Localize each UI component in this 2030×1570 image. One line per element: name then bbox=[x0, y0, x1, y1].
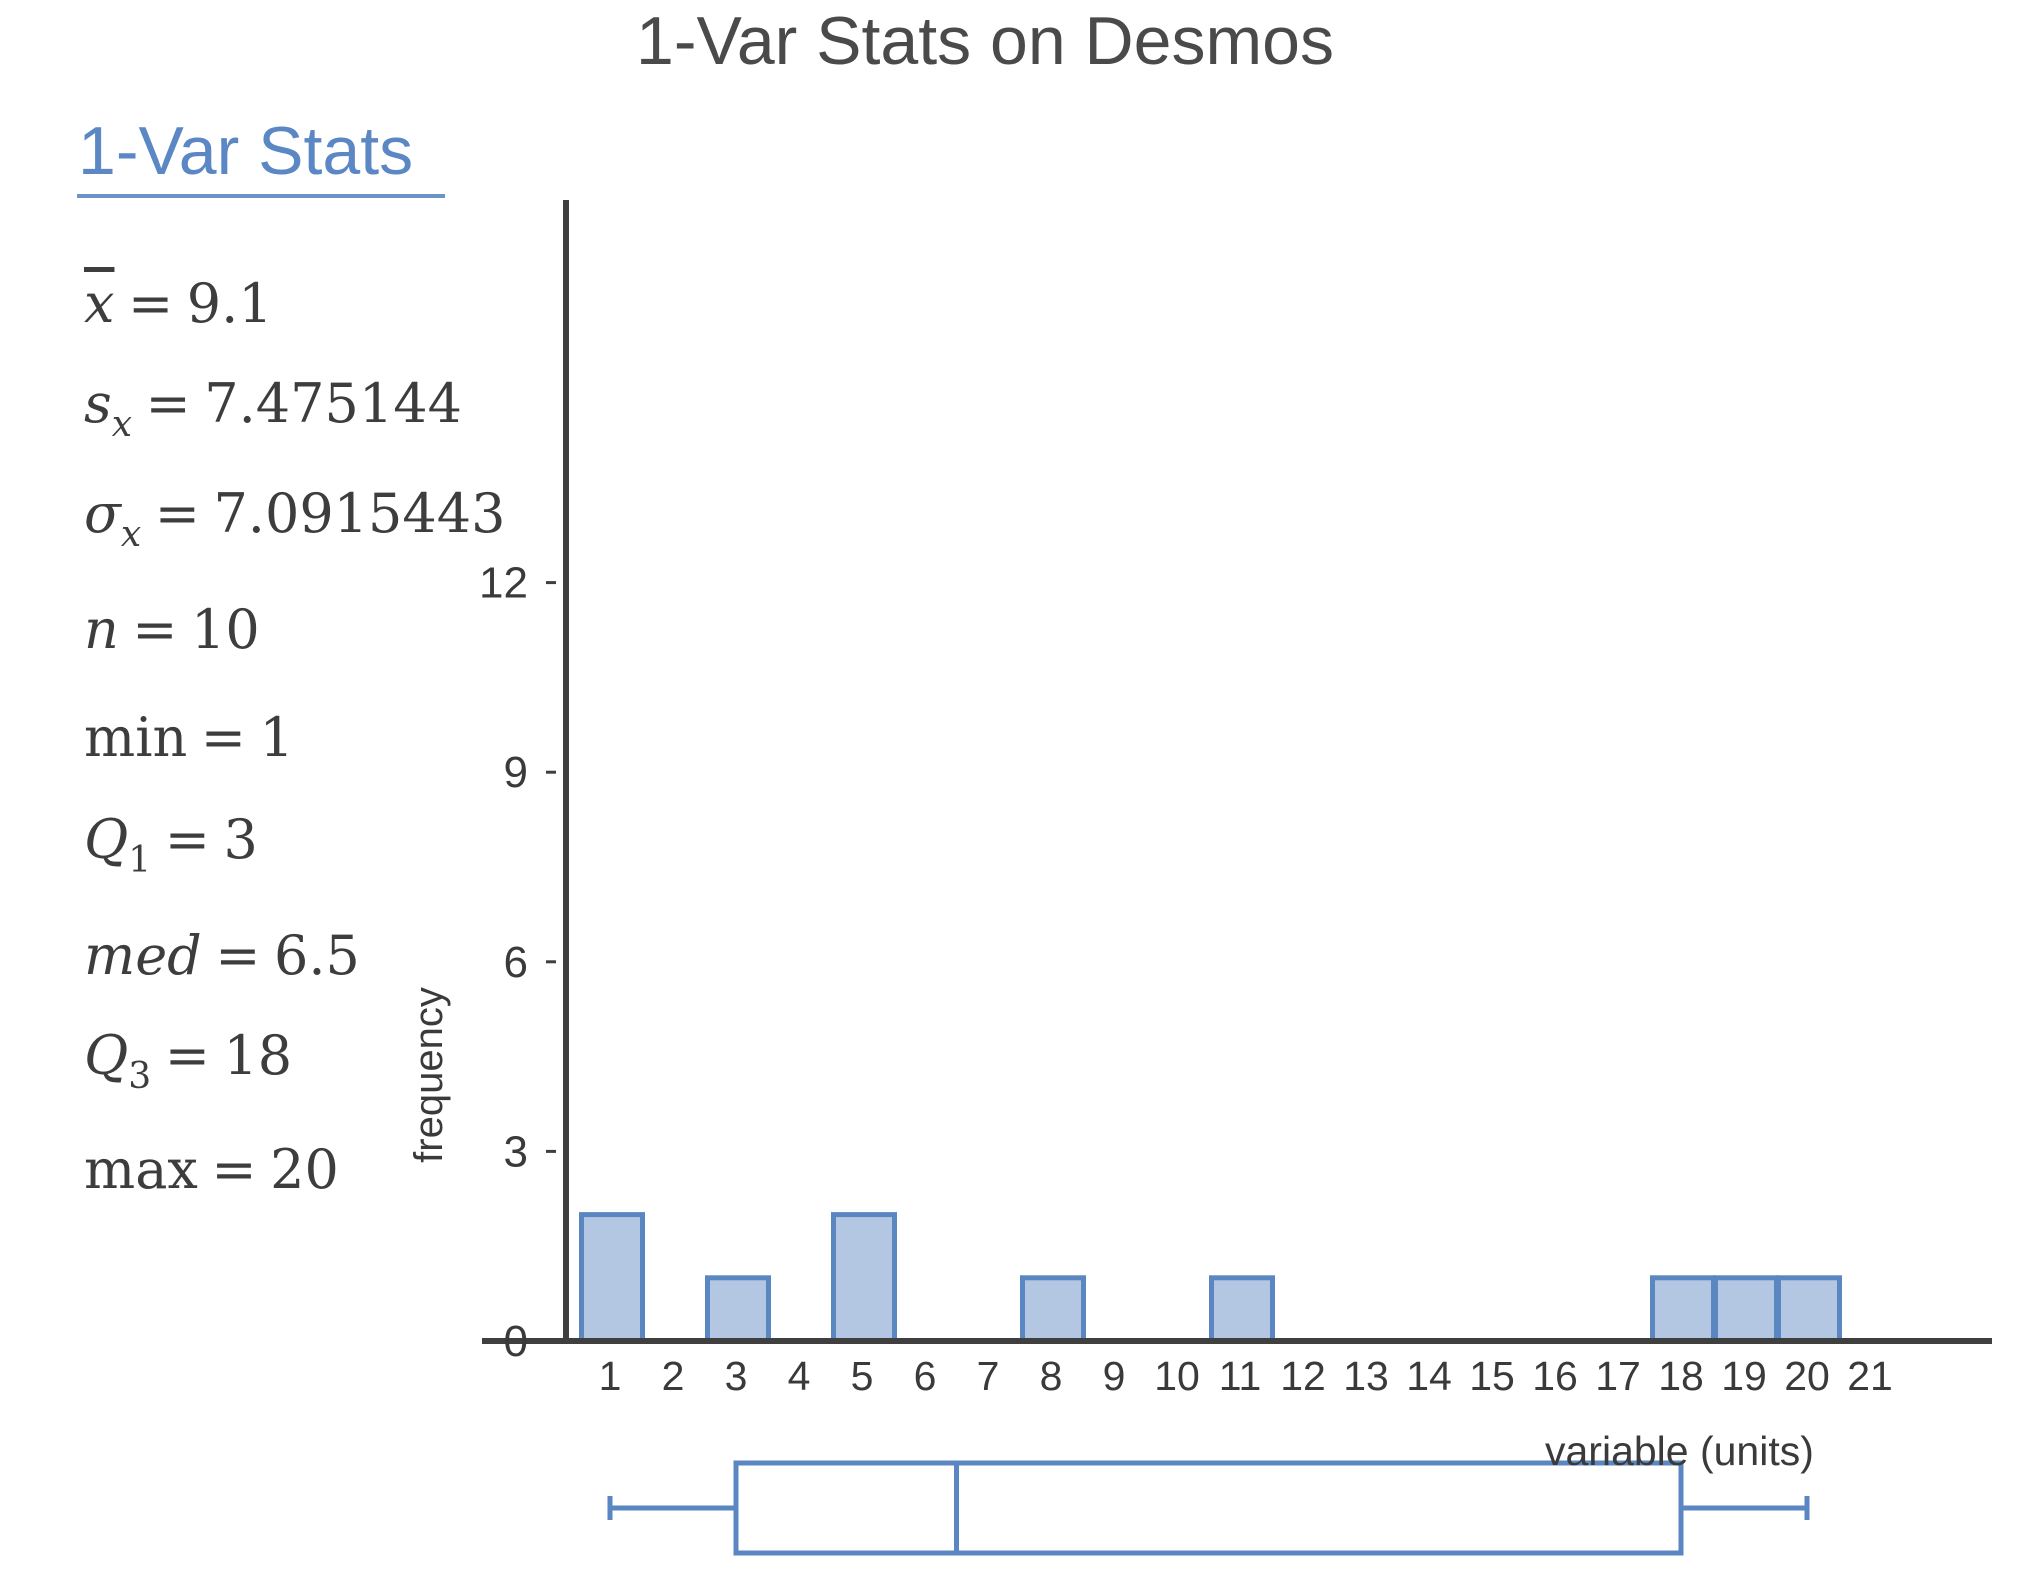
histogram-bar-11 bbox=[1209, 1275, 1275, 1344]
x-tick-label-17: 17 bbox=[1595, 1353, 1641, 1399]
x-tick-label-19: 19 bbox=[1721, 1353, 1767, 1399]
stat-sigma-subscript: x bbox=[120, 514, 142, 555]
y-tick-label-3: 3 bbox=[504, 1127, 528, 1176]
stat-max-symbol: max bbox=[84, 1138, 198, 1201]
x-tick-label-20: 20 bbox=[1784, 1353, 1830, 1399]
x-tick-label-16: 16 bbox=[1532, 1353, 1578, 1399]
stat-mean-value: 9.1 bbox=[186, 272, 273, 335]
histogram-bar-5 bbox=[831, 1212, 897, 1344]
x-tick-label-13: 13 bbox=[1343, 1353, 1389, 1399]
stat-q3-subscript: 3 bbox=[128, 1056, 152, 1097]
stat-sx-value: 7.475144 bbox=[204, 372, 462, 435]
x-tick-label-10: 10 bbox=[1154, 1353, 1200, 1399]
stat-sx-subscript: x bbox=[111, 404, 133, 445]
chart-axes bbox=[482, 200, 1992, 1344]
y-tick-labels: 0 3 6 9 12 bbox=[479, 559, 556, 1366]
x-tick-label-9: 9 bbox=[1103, 1353, 1126, 1399]
stat-median-symbol: med bbox=[84, 924, 202, 987]
histogram-bar-20 bbox=[1776, 1275, 1842, 1344]
stat-mean-symbol: x bbox=[84, 272, 115, 335]
stat-min: min = 1 bbox=[84, 706, 294, 769]
x-tick-label-1: 1 bbox=[599, 1353, 622, 1399]
stat-q1-symbol: Q bbox=[84, 808, 129, 871]
stat-max-value: 20 bbox=[270, 1138, 339, 1201]
stat-max: max = 20 bbox=[84, 1138, 339, 1201]
stat-median-value: 6.5 bbox=[273, 924, 360, 987]
x-tick-label-21: 21 bbox=[1847, 1353, 1893, 1399]
box-plot-box bbox=[733, 1460, 1684, 1556]
stat-sx-symbol: s bbox=[84, 372, 112, 435]
stat-q3: Q3 = 18 bbox=[84, 1024, 293, 1097]
x-tick-label-8: 8 bbox=[1040, 1353, 1063, 1399]
stat-q3-symbol: Q bbox=[84, 1024, 129, 1087]
x-tick-label-4: 4 bbox=[788, 1353, 811, 1399]
stat-min-value: 1 bbox=[259, 706, 294, 769]
stat-q3-value: 18 bbox=[223, 1024, 293, 1087]
x-tick-label-3: 3 bbox=[725, 1353, 748, 1399]
histogram-bar-19 bbox=[1713, 1275, 1779, 1344]
y-tick-label-0: 0 bbox=[504, 1317, 528, 1366]
x-tick-label-11: 11 bbox=[1219, 1353, 1262, 1399]
histogram-bar-18 bbox=[1650, 1275, 1716, 1344]
stat-median: med = 6.5 bbox=[84, 924, 360, 987]
stat-n: n = 10 bbox=[84, 598, 260, 661]
stat-q1-value: 3 bbox=[223, 808, 258, 871]
page-title: 1-Var Stats on Desmos bbox=[636, 3, 1334, 79]
x-tick-labels: 1 2 3 4 5 6 7 8 9 10 11 12 13 14 15 16 17 18 19 20 21 bbox=[599, 1353, 1893, 1399]
histogram-bar-3 bbox=[705, 1275, 771, 1344]
stat-mean: x = 9.1 bbox=[84, 272, 273, 335]
histogram-bar-8 bbox=[1020, 1275, 1086, 1344]
x-tick-label-6: 6 bbox=[914, 1353, 937, 1399]
x-tick-label-12: 12 bbox=[1280, 1353, 1326, 1399]
y-tick-label-6: 6 bbox=[504, 938, 528, 987]
histogram-bars bbox=[579, 1212, 1842, 1344]
x-tick-label-7: 7 bbox=[977, 1353, 1000, 1399]
y-tick-label-12: 12 bbox=[479, 559, 528, 608]
x-tick-label-2: 2 bbox=[662, 1353, 685, 1399]
x-tick-label-18: 18 bbox=[1658, 1353, 1704, 1399]
stat-sigma-symbol: σ bbox=[84, 482, 121, 545]
histogram-bar-1 bbox=[579, 1212, 645, 1344]
stats-panel-heading: 1-Var Stats bbox=[78, 113, 414, 189]
box-plot bbox=[607, 1460, 1810, 1556]
stat-n-value: 10 bbox=[191, 598, 260, 661]
stat-sigma: σx = 7.0915443 bbox=[84, 482, 506, 555]
stat-n-symbol: n bbox=[84, 598, 119, 661]
x-tick-label-15: 15 bbox=[1469, 1353, 1515, 1399]
stat-sx: sx = 7.475144 bbox=[84, 372, 462, 445]
stat-q1-subscript: 1 bbox=[128, 840, 152, 881]
stat-min-symbol: min bbox=[84, 706, 188, 769]
y-axis-label: frequency bbox=[407, 987, 451, 1163]
heading-underline bbox=[77, 194, 445, 198]
stat-q1: Q1 = 3 bbox=[84, 808, 258, 881]
x-tick-label-14: 14 bbox=[1406, 1353, 1452, 1399]
stat-sigma-value: 7.0915443 bbox=[213, 482, 506, 545]
x-tick-label-5: 5 bbox=[851, 1353, 874, 1399]
x-axis-label: variable (units) bbox=[1545, 1428, 1814, 1474]
y-tick-label-9: 9 bbox=[504, 748, 528, 797]
